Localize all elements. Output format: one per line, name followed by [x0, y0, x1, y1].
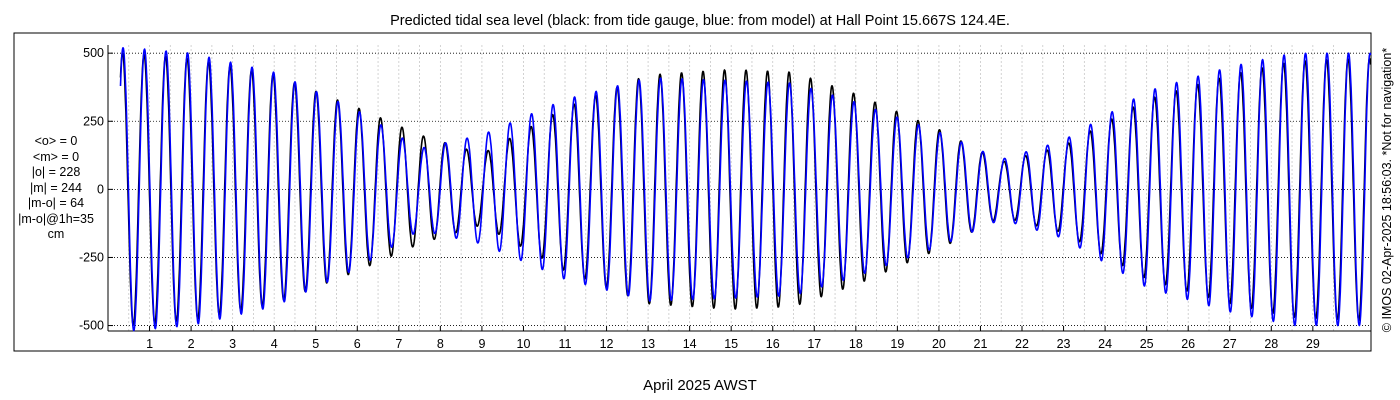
x-tick-label: 22 — [1015, 337, 1029, 351]
stat-abs-diff-1h: |m-o|@1h=35 — [18, 211, 94, 226]
x-tick-label: 3 — [229, 337, 236, 351]
stat-abs-observed: |o| = 228 — [31, 165, 81, 179]
x-tick-label: 13 — [641, 337, 655, 351]
x-tick-label: 18 — [849, 337, 863, 351]
chart-title: Predicted tidal sea level (black: from t… — [390, 13, 1010, 29]
x-tick-label: 15 — [724, 337, 738, 351]
y-ticks: -500 -250 0 250 500 — [79, 46, 113, 333]
x-tick-label: 7 — [395, 337, 402, 351]
x-tick-label: 4 — [271, 337, 278, 351]
y-tick-label: -500 — [79, 319, 104, 333]
y-tick-label: 0 — [97, 182, 104, 196]
x-tick-label: 25 — [1140, 337, 1154, 351]
x-axis-label: April 2025 AWST — [643, 377, 757, 394]
x-tick-label: 28 — [1264, 337, 1278, 351]
x-tick-label: 21 — [974, 337, 988, 351]
x-tick-label: 9 — [478, 337, 485, 351]
x-tick-label: 6 — [354, 337, 361, 351]
x-tick-label: 1 — [146, 337, 153, 351]
x-ticks: 1 2 3 4 5 6 7 8 9 10 11 12 13 14 15 16 17 18 19 20 21 22 23 24 2… — [146, 326, 1320, 351]
stat-abs-model: |m| = 244 — [29, 180, 82, 195]
x-tick-label: 12 — [600, 337, 614, 351]
x-tick-label: 2 — [188, 337, 195, 351]
y-tick-label: 500 — [83, 46, 104, 60]
x-tick-label: 14 — [683, 337, 697, 351]
copyright-notice: © IMOS 02-Apr-2025 18:56:03. *Not for na… — [1380, 48, 1394, 333]
x-tick-label: 23 — [1057, 337, 1071, 351]
series-layer — [119, 46, 1372, 332]
x-tick-label: 20 — [932, 337, 946, 351]
series-model-line — [119, 46, 1372, 332]
x-tick-label: 29 — [1306, 337, 1320, 351]
x-tick-label: 24 — [1098, 337, 1112, 351]
y-tick-label: 250 — [83, 114, 104, 128]
x-tick-label: 27 — [1223, 337, 1237, 351]
x-tick-label: 26 — [1181, 337, 1195, 351]
outer-frame — [13, 32, 1372, 352]
x-tick-label: 11 — [559, 337, 572, 351]
x-tick-label: 19 — [890, 337, 904, 351]
x-tick-label: 16 — [766, 337, 780, 351]
statistics-panel: <o> = 0 <m> = 0 |o| = 228 |m| = 244 |m-o… — [6, 134, 106, 243]
x-tick-label: 10 — [517, 337, 531, 351]
x-tick-label: 5 — [312, 337, 319, 351]
x-tick-label: 8 — [437, 337, 444, 351]
stat-abs-diff: |m-o| = 64 — [27, 196, 85, 210]
stat-unit: cm — [47, 227, 65, 241]
stat-mean-observed: <o> = 0 — [34, 134, 78, 148]
stat-mean-model: <m> = 0 — [32, 149, 80, 164]
y-tick-label: -250 — [79, 250, 104, 264]
x-tick-label: 17 — [807, 337, 821, 351]
